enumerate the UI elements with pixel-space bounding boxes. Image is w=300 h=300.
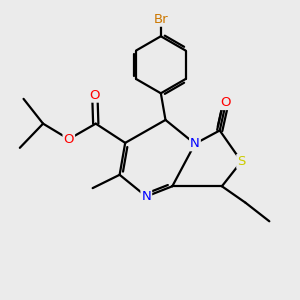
Text: S: S <box>237 155 246 168</box>
Text: O: O <box>64 133 74 146</box>
Text: Br: Br <box>154 13 168 26</box>
Text: O: O <box>90 88 100 102</box>
Text: N: N <box>190 137 200 150</box>
Text: O: O <box>221 96 231 109</box>
Text: N: N <box>141 190 151 203</box>
